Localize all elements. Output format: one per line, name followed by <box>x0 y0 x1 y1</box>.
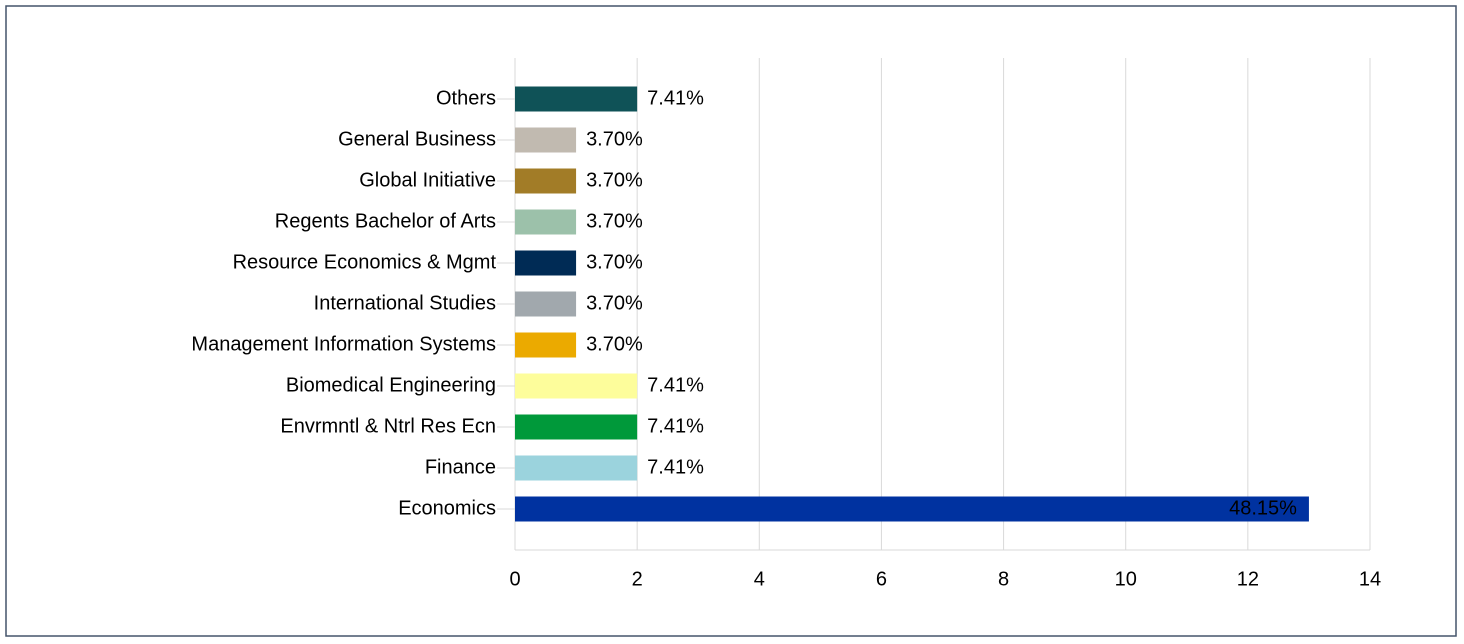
bar <box>515 168 577 194</box>
y-tick-label: Envrmntl & Ntrl Res Ecn <box>280 415 496 437</box>
x-tick-label: 0 <box>509 568 520 590</box>
y-tick-label: General Business <box>338 128 496 150</box>
x-tick-label: 2 <box>632 568 643 590</box>
y-tick-label: International Studies <box>314 292 496 314</box>
value-label: 48.15% <box>1229 497 1297 519</box>
bar <box>515 414 638 440</box>
value-label: 3.70% <box>586 251 643 273</box>
value-label: 7.41% <box>647 374 704 396</box>
y-tick-label: Economics <box>398 497 496 519</box>
bar <box>515 291 577 317</box>
bar <box>515 373 638 399</box>
x-tick-label: 6 <box>876 568 887 590</box>
x-tick-label: 10 <box>1115 568 1137 590</box>
frame <box>5 5 1457 637</box>
bar <box>515 127 577 153</box>
bar <box>515 332 577 358</box>
bar <box>515 209 577 235</box>
y-tick-label: Management Information Systems <box>191 333 496 355</box>
y-tick-label: Others <box>436 87 496 109</box>
x-tick-label: 12 <box>1237 568 1259 590</box>
bar <box>515 86 638 112</box>
y-tick-label: Global Initiative <box>359 169 496 191</box>
y-tick-label: Biomedical Engineering <box>286 374 496 396</box>
value-label: 3.70% <box>586 128 643 150</box>
y-tick-label: Regents Bachelor of Arts <box>275 210 496 232</box>
value-label: 7.41% <box>647 456 704 478</box>
value-label: 3.70% <box>586 333 643 355</box>
y-tick-label: Resource Economics & Mgmt <box>233 251 497 273</box>
bar <box>515 250 577 276</box>
value-label: 3.70% <box>586 169 643 191</box>
x-tick-label: 14 <box>1359 568 1381 590</box>
bar <box>515 496 1309 522</box>
value-label: 3.70% <box>586 210 643 232</box>
y-tick-label: Finance <box>425 456 496 478</box>
value-label: 7.41% <box>647 415 704 437</box>
x-tick-label: 4 <box>754 568 765 590</box>
bar <box>515 455 638 481</box>
x-tick-label: 8 <box>998 568 1009 590</box>
value-label: 3.70% <box>586 292 643 314</box>
value-label: 7.41% <box>647 87 704 109</box>
